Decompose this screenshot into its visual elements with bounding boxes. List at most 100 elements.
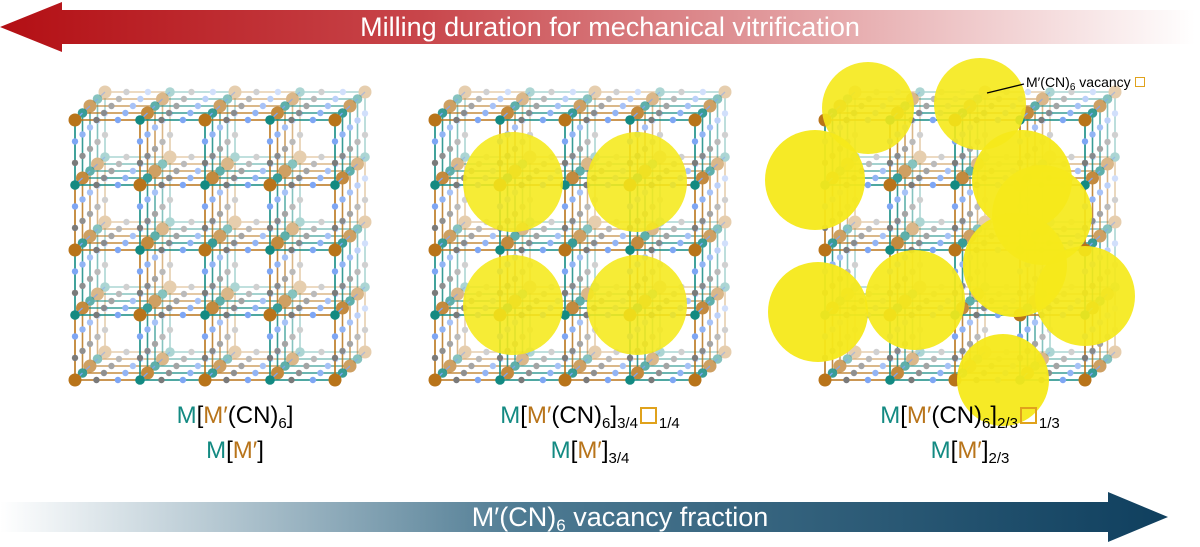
carbon-atom <box>460 239 468 247</box>
carbon-atom <box>295 174 303 182</box>
carbon-atom <box>115 225 123 233</box>
nitrogen-atom <box>244 376 252 384</box>
carbon-atom <box>591 261 599 269</box>
metal-mprime-atom <box>148 294 162 308</box>
nitrogen-atom <box>569 131 576 138</box>
nitrogen-atom <box>179 246 187 254</box>
nitrogen-atom <box>71 138 79 145</box>
nitrogen-atom <box>79 196 86 203</box>
nitrogen-atom <box>129 232 137 240</box>
carbon-atom <box>655 239 663 247</box>
vacancy-callout-label: M′(CN)6 vacancy <box>1026 74 1145 93</box>
carbon-atom <box>108 167 115 175</box>
nitrogen-atom <box>714 312 721 319</box>
panel-1-formula-main: M[M′(CN)6] <box>176 402 294 432</box>
nitrogen-atom <box>201 138 209 145</box>
carbon-atom <box>331 159 339 167</box>
nitrogen-atom <box>431 138 439 145</box>
nitrogen-atom <box>1074 102 1082 110</box>
carbon-atom <box>569 152 576 160</box>
nitrogen-atom <box>1081 138 1089 145</box>
carbon-atom <box>525 239 533 247</box>
metal-mprime-atom <box>913 150 927 164</box>
carbon-atom <box>460 109 468 117</box>
nitrogen-atom <box>699 196 706 203</box>
vacancy-sphere <box>934 58 1026 150</box>
bottom-arrow <box>0 492 1168 542</box>
nitrogen-atom <box>872 369 879 377</box>
carbon-atom <box>678 88 685 96</box>
nitrogen-atom <box>194 102 202 110</box>
nitrogen-atom <box>1096 124 1104 131</box>
metal-mprime-atom <box>328 373 342 387</box>
vacancy-symbol-small-icon <box>1134 77 1145 87</box>
carbon-atom <box>576 275 584 283</box>
carbon-atom <box>79 152 86 160</box>
nitrogen-atom <box>677 369 684 377</box>
metal-m-atom <box>165 217 175 227</box>
carbon-atom <box>533 232 540 240</box>
carbon-atom <box>981 326 989 334</box>
carbon-atom <box>266 224 274 232</box>
nitrogen-atom <box>339 88 347 96</box>
carbon-atom <box>310 225 318 233</box>
carbon-atom <box>253 348 260 356</box>
carbon-atom <box>584 203 591 211</box>
metal-mprime-atom <box>688 373 702 387</box>
nitrogen-atom <box>361 175 369 182</box>
carbon-atom <box>100 174 108 182</box>
nitrogen-atom <box>1059 376 1067 384</box>
metal-mprime-atom <box>198 373 212 387</box>
nitrogen-atom <box>86 319 94 326</box>
nitrogen-atom <box>966 189 974 196</box>
nitrogen-atom <box>346 124 354 131</box>
carbon-atom <box>1096 210 1104 218</box>
carbon-atom <box>923 362 930 370</box>
nitrogen-atom <box>209 261 216 268</box>
carbon-atom <box>100 304 108 312</box>
bottom-arrow-label: M′(CN)6 vacancy fraction <box>471 502 769 535</box>
vacancy-sphere <box>765 130 865 230</box>
metal-m-atom <box>330 180 340 190</box>
carbon-atom <box>166 326 174 334</box>
carbon-atom <box>158 311 165 319</box>
vacancy-symbol-icon <box>1019 407 1037 424</box>
carbon-atom <box>281 145 289 153</box>
carbon-atom <box>699 217 706 225</box>
carbon-atom <box>296 131 304 139</box>
carbon-atom <box>959 152 966 160</box>
metal-mprime-atom <box>898 164 912 178</box>
metal-m-atom <box>272 303 283 313</box>
carbon-atom <box>115 290 123 298</box>
carbon-atom <box>923 167 930 175</box>
carbon-atom <box>475 355 483 363</box>
carbon-atom <box>166 261 174 269</box>
metal-mprime-atom <box>688 113 702 127</box>
carbon-atom <box>166 131 174 139</box>
nitrogen-atom <box>879 232 887 240</box>
nitrogen-atom <box>554 232 562 240</box>
nitrogen-atom <box>554 362 562 370</box>
carbon-atom <box>318 348 325 356</box>
carbon-atom <box>180 290 188 298</box>
nitrogen-atom <box>331 268 339 275</box>
metal-mprime-atom <box>328 113 342 127</box>
nitrogen-atom <box>324 167 332 175</box>
carbon-atom <box>468 362 475 370</box>
carbon-atom <box>339 347 346 355</box>
carbon-atom <box>310 290 318 298</box>
carbon-atom <box>663 232 670 240</box>
carbon-atom <box>101 131 109 139</box>
carbon-atom <box>94 333 101 341</box>
carbon-atom <box>188 218 195 226</box>
carbon-atom <box>453 181 460 189</box>
carbon-atom <box>461 261 469 269</box>
nitrogen-atom <box>706 254 714 261</box>
nitrogen-atom <box>864 376 872 384</box>
carbon-atom <box>159 333 166 341</box>
nitrogen-atom <box>136 138 144 145</box>
carbon-atom <box>274 347 281 355</box>
vacancy-sphere <box>963 213 1067 317</box>
nitrogen-atom <box>669 116 677 124</box>
metal-m-atom <box>957 238 968 248</box>
